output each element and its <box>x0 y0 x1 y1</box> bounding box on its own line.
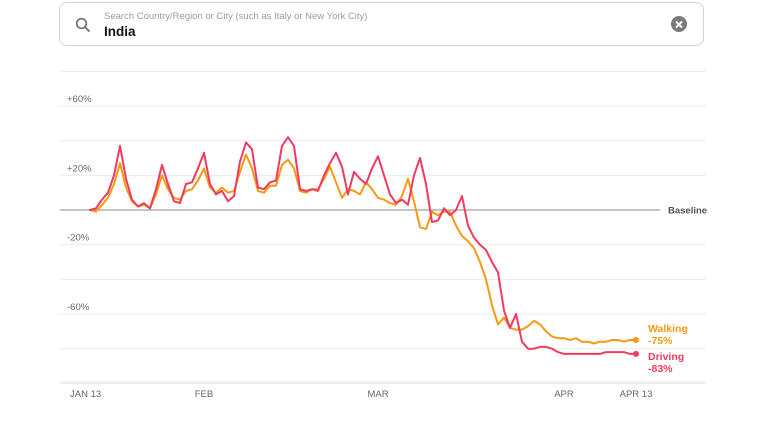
y-tick-label: +60% <box>67 94 92 105</box>
y-tick-label: -60% <box>67 302 90 313</box>
search-placeholder: Search Country/Region or City (such as I… <box>104 11 368 22</box>
x-tick-label: FEB <box>195 389 213 400</box>
series-end-point-walking <box>633 337 639 343</box>
y-tick-label: +20% <box>67 163 92 174</box>
series-change-walking: -75% <box>648 335 673 347</box>
x-tick-label: MAR <box>367 389 388 400</box>
series-label-driving: Driving <box>648 351 684 363</box>
clear-search-icon[interactable] <box>671 16 687 32</box>
x-tick-label: APR <box>554 389 574 400</box>
series-line-driving <box>89 136 637 355</box>
series-line-walking <box>89 153 637 345</box>
series-end-point-driving <box>633 350 639 357</box>
y-axis-ticks: +60% +20% -20% -60% <box>67 94 92 313</box>
x-tick-label: APR 13 <box>620 389 653 400</box>
x-axis-ticks: JAN 13 FEB MAR APR APR 13 <box>70 389 652 400</box>
series-layer: Walking-75% Driving-83% <box>89 136 688 375</box>
baseline-label: Baseline <box>668 206 707 217</box>
search-box[interactable]: Search Country/Region or City (such as I… <box>59 2 704 46</box>
search-icon <box>75 17 90 32</box>
search-input[interactable]: India <box>104 24 136 39</box>
series-label-walking: Walking <box>648 323 688 335</box>
y-tick-label: -20% <box>67 233 90 244</box>
grid <box>60 70 706 384</box>
series-change-driving: -83% <box>648 363 673 375</box>
x-tick-label: JAN 13 <box>70 389 101 400</box>
